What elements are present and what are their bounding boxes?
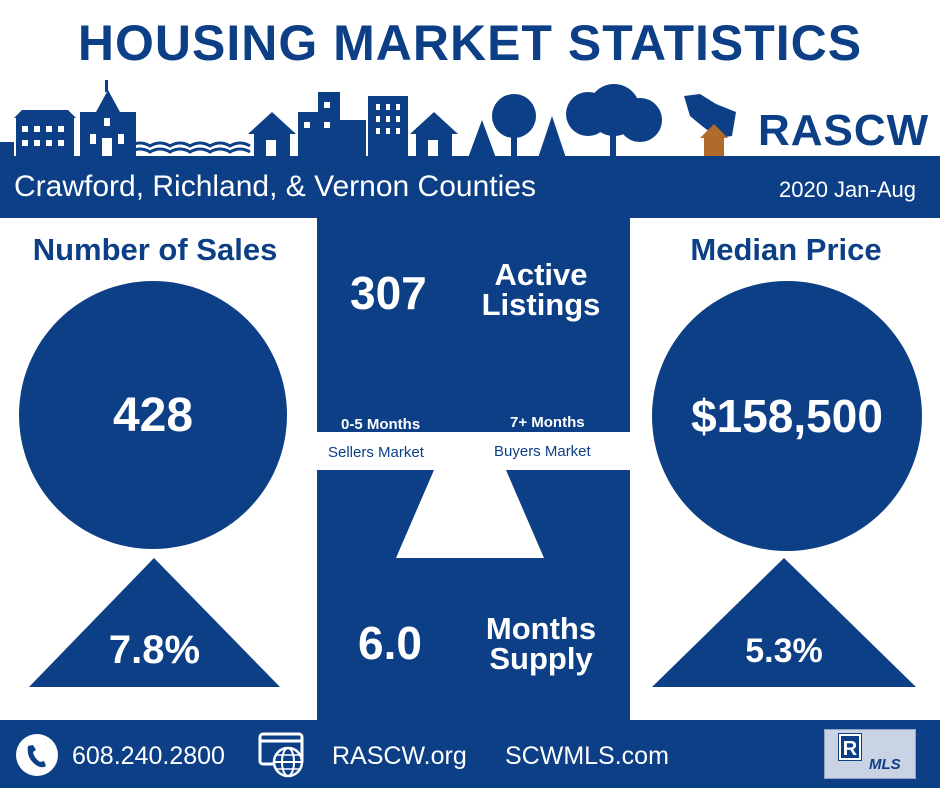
buyer-range: 7+ Months [510,414,585,431]
down-triangle-icon [396,470,544,558]
sales-value: 428 [112,388,194,442]
market-scale-band [317,432,630,470]
scwmls-website-link[interactable]: SCWMLS.com [505,742,669,770]
months-supply-label-line2: Supply [489,641,593,676]
active-listings-label: Active Listings [468,257,614,322]
median-price-circle: $158,500 [652,281,922,551]
realtor-r-logo: R [838,733,862,761]
median-price-value: $158,500 [691,390,883,442]
rascw-logo: RASCW [758,106,930,155]
active-listings-label-line1: Active [494,257,588,292]
sales-heading: Number of Sales [32,232,278,267]
sellers-market-label: Sellers Market [328,444,424,461]
months-supply-label-line1: Months [485,611,597,646]
region-name: Crawford, Richland, & Vernon Counties [14,170,536,203]
sales-change-indicator: 7.8% [29,558,280,687]
phone-number[interactable]: 608.240.2800 [72,742,225,770]
median-price-heading: Median Price [690,232,882,267]
up-triangle-icon [652,558,916,687]
realtor-mls-logo: R MLS [824,729,916,779]
median-price-change: 5.3% [745,632,823,670]
web-globe-icon [258,732,304,778]
active-listings-label-line2: Listings [481,287,601,322]
buyers-market-label: Buyers Market [494,443,591,460]
up-triangle-icon [29,558,280,687]
sales-change: 7.8% [108,628,201,672]
region-banner: Crawford, Richland, & Vernon Counties 20… [0,156,940,218]
sales-value-circle: 428 [19,281,287,549]
report-period: 2020 Jan-Aug [779,177,916,202]
footer: 608.240.2800 RASCW.org SCWMLS.com R MLS [0,720,940,788]
phone-icon [16,734,58,776]
median-price-change-indicator: 5.3% [652,558,916,687]
town-skyline-illustration [0,80,940,158]
months-supply-label: Months Supply [468,611,614,676]
active-listings-value: 307 [350,267,427,319]
mls-logo-text: MLS [869,756,901,773]
rascw-website-link[interactable]: RASCW.org [332,742,467,770]
months-supply-value: 6.0 [358,617,422,669]
page-title: HOUSING MARKET STATISTICS [77,15,863,71]
seller-range: 0-5 Months [341,416,421,433]
